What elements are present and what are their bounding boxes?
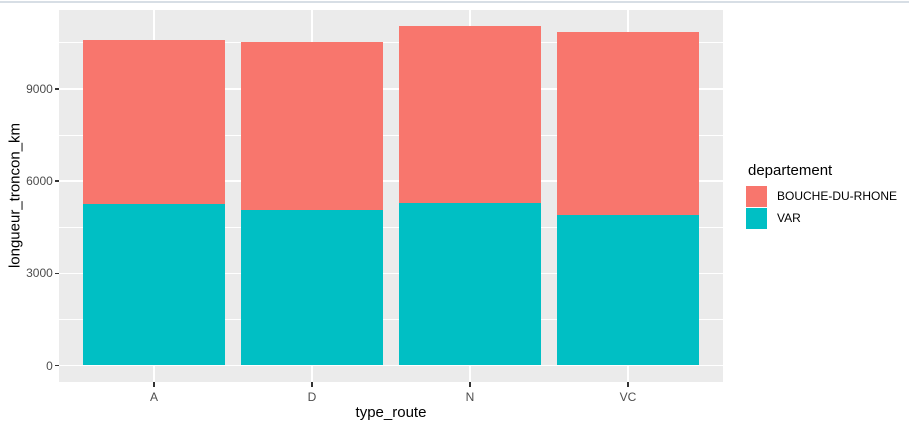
bar-segment-BOUCHE-DU-RHONE-D bbox=[240, 42, 384, 210]
y-axis-tick-label: 0 bbox=[46, 358, 53, 373]
bar-segment-VAR-A bbox=[82, 203, 226, 366]
legend-title: departement bbox=[748, 162, 833, 179]
gridline-minor bbox=[59, 318, 723, 320]
gridline-minor bbox=[59, 134, 723, 136]
legend-label: BOUCHE-DU-RHONE bbox=[777, 188, 897, 203]
y-axis-tick-mark bbox=[54, 272, 60, 274]
y-axis-tick-mark bbox=[54, 364, 60, 367]
gridline-major bbox=[59, 88, 723, 90]
x-axis-tick-mark bbox=[153, 382, 155, 387]
legend-swatch-BOUCHE-DU-RHONE bbox=[746, 185, 767, 207]
x-axis-tick-label: VC bbox=[619, 390, 637, 405]
x-axis-tick-mark bbox=[311, 382, 313, 387]
y-axis-tick-label: 9000 bbox=[26, 81, 53, 96]
x-axis-tick-label: A bbox=[150, 390, 159, 405]
bar-segment-VAR-N bbox=[398, 202, 542, 366]
x-axis-tick-label: N bbox=[465, 390, 475, 405]
legend-swatch-VAR bbox=[746, 208, 767, 230]
x-axis-tick-label: D bbox=[307, 390, 317, 405]
y-axis-tick-label: 6000 bbox=[26, 174, 53, 189]
bar-segment-VAR-VC bbox=[556, 214, 699, 366]
y-axis-tick-label: 3000 bbox=[26, 266, 53, 281]
bar-segment-VAR-D bbox=[240, 209, 384, 366]
x-axis-title: type_route bbox=[355, 404, 427, 421]
bar-segment-BOUCHE-DU-RHONE-A bbox=[82, 39, 226, 204]
bar-segment-BOUCHE-DU-RHONE-N bbox=[398, 26, 542, 203]
gridline-major bbox=[59, 272, 723, 275]
window-top-border bbox=[0, 1, 909, 3]
gridline-major bbox=[59, 180, 723, 182]
y-axis-title: longueur_troncon_km bbox=[6, 123, 24, 269]
gridline-minor bbox=[59, 226, 723, 228]
bar-segment-BOUCHE-DU-RHONE-VC bbox=[556, 32, 699, 215]
gridline-minor bbox=[59, 42, 723, 44]
y-axis-tick-mark bbox=[54, 88, 60, 90]
legend-label: VAR bbox=[777, 211, 801, 226]
y-axis-tick-mark bbox=[54, 180, 60, 182]
gridline-major bbox=[59, 364, 723, 367]
x-axis-tick-mark bbox=[469, 382, 471, 387]
x-axis-tick-mark bbox=[627, 382, 629, 387]
